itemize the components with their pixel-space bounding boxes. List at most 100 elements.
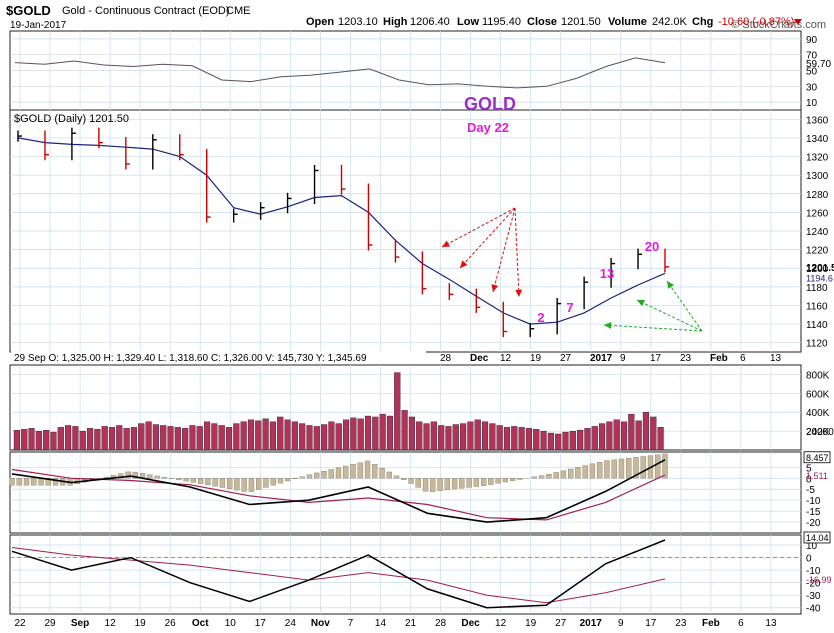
chg-label: Chg xyxy=(692,16,713,28)
volume-bar xyxy=(343,419,350,451)
volume-bar xyxy=(555,433,562,451)
volume-bar xyxy=(474,419,481,451)
signal-current-label: 1.511 xyxy=(806,471,828,481)
macd-histogram-bar xyxy=(292,478,298,480)
volume-bar xyxy=(299,423,306,451)
x-axis-label: Nov xyxy=(311,618,330,629)
cycle-label: 20 xyxy=(645,239,659,254)
macd-histogram-bar xyxy=(611,459,617,479)
price-axis-label: 9 xyxy=(620,353,626,364)
volume-bar xyxy=(262,418,269,451)
x-axis-label: 6 xyxy=(738,618,744,629)
rsi-current-label: 59.70 xyxy=(806,59,831,70)
volume-bar xyxy=(79,430,86,451)
volume-bar xyxy=(182,428,189,451)
macd-histogram-bar xyxy=(270,478,276,486)
volume-bar xyxy=(196,426,203,451)
macd-histogram-bar xyxy=(285,478,291,482)
oscillator-fast-line xyxy=(11,539,666,609)
x-axis-label: 22 xyxy=(14,618,26,629)
macd-histogram-bar xyxy=(205,478,211,486)
volume-bar xyxy=(372,416,379,451)
y-tick-label: 1160 xyxy=(806,301,828,312)
volume-bar xyxy=(364,415,372,451)
macd-histogram-bar xyxy=(314,472,320,479)
macd-current-label: 8.457 xyxy=(806,453,829,463)
annotation-title: GOLD xyxy=(464,94,516,114)
volume-bar xyxy=(401,410,408,451)
volume-bar xyxy=(489,423,496,451)
x-axis-label: Feb xyxy=(702,618,720,629)
volume-bar xyxy=(167,426,174,451)
y-tick-label: 5 xyxy=(806,463,812,474)
y-tick-label: 600K xyxy=(806,389,830,400)
macd-histogram-bar xyxy=(125,471,131,479)
down-arrow-icon xyxy=(794,19,802,25)
macd-histogram-bar xyxy=(321,471,327,479)
symbol-title[interactable]: $GOLD xyxy=(6,3,51,18)
macd-histogram-bar xyxy=(539,475,545,479)
macd-histogram-bar xyxy=(23,478,30,486)
volume-bar xyxy=(445,426,452,451)
volume-bar xyxy=(313,426,320,451)
volume-bar xyxy=(21,429,28,451)
volume-bar xyxy=(284,419,291,451)
macd-histogram-bar xyxy=(16,478,22,486)
macd-histogram-bar xyxy=(509,478,516,481)
green-arrow-head xyxy=(604,321,612,329)
volume-bar xyxy=(481,421,489,451)
volume-bar xyxy=(416,421,423,451)
volume-bar xyxy=(386,415,394,451)
open-label: Open xyxy=(306,16,334,28)
green-arrow-line xyxy=(666,280,703,332)
macd-histogram-bar xyxy=(430,478,436,492)
macd-histogram-bar xyxy=(626,457,632,479)
y-tick-label: -15 xyxy=(806,507,821,518)
y-tick-label: -20 xyxy=(806,579,821,590)
macd-histogram-bar xyxy=(234,478,240,491)
macd-histogram-bar xyxy=(161,477,168,479)
open-value: 1203.10 xyxy=(338,16,378,28)
macd-histogram-bar xyxy=(176,478,182,480)
x-axis-label: Dec xyxy=(461,618,480,629)
volume-bar xyxy=(130,427,137,451)
low-label: Low xyxy=(457,16,479,28)
macd-histogram-bar xyxy=(640,456,646,479)
chg-value: -10.60 (-0.87%) xyxy=(718,16,794,28)
y-tick-label: 1320 xyxy=(806,153,829,164)
volume-bar xyxy=(204,421,211,451)
x-axis-label: 29 xyxy=(44,618,56,629)
cycle-label: 13 xyxy=(600,266,614,281)
red-arrow-line xyxy=(459,207,516,269)
price-axis-label: 28 xyxy=(440,353,452,364)
y-tick-label: 1120 xyxy=(806,339,828,350)
panels: 9070503010136013401320130012801260124012… xyxy=(9,30,830,615)
macd-histogram-bar xyxy=(575,467,581,479)
chart-date: 19-Jan-2017 xyxy=(10,20,67,31)
macd-histogram-bar xyxy=(190,478,197,483)
macd-histogram-bar xyxy=(589,463,596,479)
x-axis-label: Oct xyxy=(192,618,209,629)
volume-bar xyxy=(547,432,554,451)
volume-bar xyxy=(57,427,64,451)
macd-histogram-bar xyxy=(343,465,349,479)
volume-bar xyxy=(599,423,606,451)
volume-bar xyxy=(635,420,642,451)
volume-bar xyxy=(503,427,511,451)
y-tick-label: 1180 xyxy=(806,283,828,294)
volume-bar xyxy=(620,421,628,451)
macd-histogram-bar xyxy=(277,478,284,484)
volume-bar xyxy=(247,419,255,451)
macd-histogram-bar xyxy=(546,473,552,479)
volume-value: 242.0K xyxy=(652,16,688,28)
watermark[interactable]: © StockCharts.com xyxy=(731,19,826,31)
macd-histogram-bar xyxy=(197,478,204,484)
y-tick-label: 30 xyxy=(806,82,818,93)
macd-histogram-bar xyxy=(364,460,371,479)
low-value: 1195.40 xyxy=(482,16,521,28)
volume-bar xyxy=(628,413,635,451)
macd-histogram-bar xyxy=(183,478,189,482)
osc-label-box xyxy=(803,531,831,544)
